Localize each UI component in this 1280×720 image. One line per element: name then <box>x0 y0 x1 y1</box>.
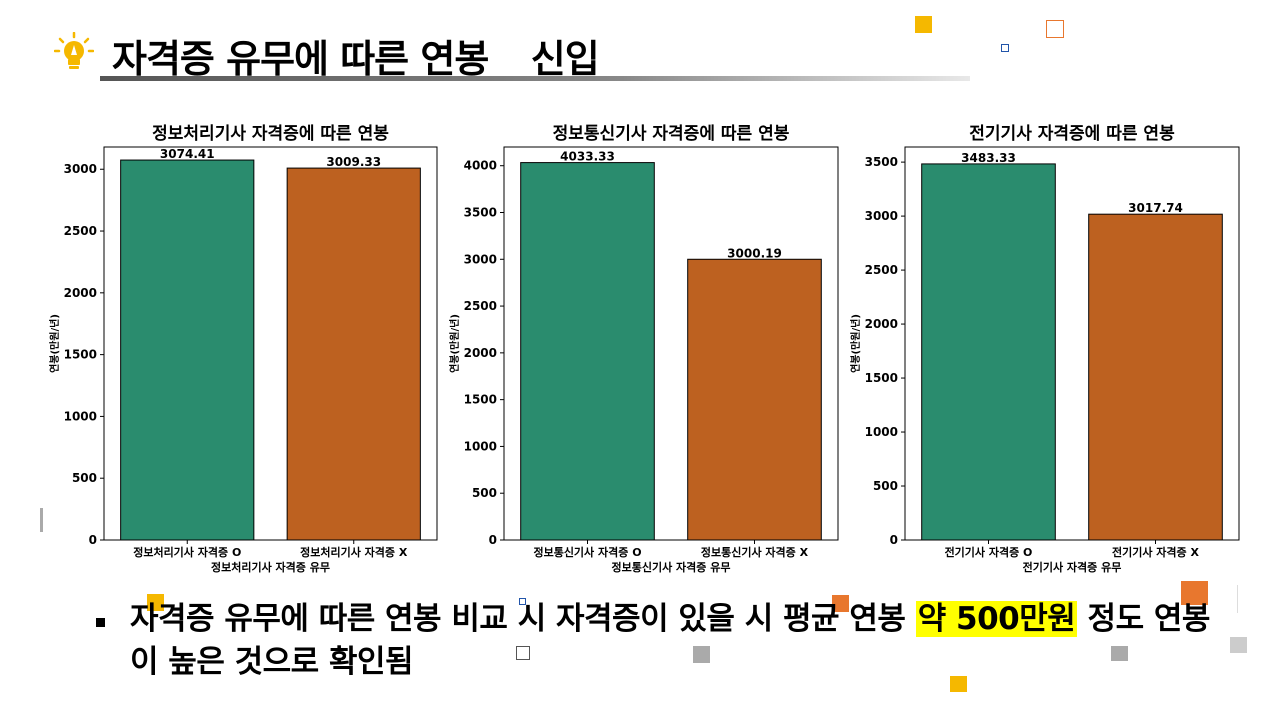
chart-title: 정보통신기사 자격증에 따른 연봉 <box>553 124 790 144</box>
x-tick-label: 전기기사 자격증 X <box>1112 545 1199 559</box>
chart-1: 정보처리기사 자격증에 따른 연봉 3074.41 정보처리기사 자격증 O 3009… <box>48 124 438 574</box>
y-tick-label: 1500 <box>64 348 97 362</box>
y-axis-label: 연봉(만원/년) <box>48 314 61 373</box>
deco-square-outline <box>1001 44 1009 52</box>
y-tick-label: 1500 <box>464 393 497 407</box>
deco-square <box>832 595 849 612</box>
y-tick-label: 0 <box>890 533 898 547</box>
y-tick-label: 3000 <box>64 162 97 176</box>
summary-highlight: 약 500만원 <box>915 601 1078 637</box>
y-tick-label: 500 <box>72 471 97 485</box>
y-tick-label: 3500 <box>464 206 497 220</box>
x-tick-label: 정보통신기사 자격증 O <box>533 545 641 559</box>
deco-square <box>1181 581 1208 605</box>
y-tick-label: 0 <box>489 533 497 547</box>
y-tick-label: 2500 <box>865 263 898 277</box>
summary-text: 자격증 유무에 따른 연봉 비교 시 자격증이 있을 시 평균 연봉 약 500… <box>130 598 1230 684</box>
chart-title: 정보처리기사 자격증에 따른 연봉 <box>152 124 389 144</box>
chart-3: 전기기사 자격증에 따른 연봉 3483.33 전기기사 자격증 O 3017.74 전… <box>849 124 1240 574</box>
bullet-marker <box>96 618 105 627</box>
y-tick-label: 1000 <box>64 409 97 423</box>
y-tick-label: 0 <box>89 533 97 547</box>
lightbulb-icon <box>54 32 94 69</box>
plot-frame <box>904 146 1240 541</box>
y-tick-label: 1500 <box>865 371 898 385</box>
plot-frame <box>103 146 438 541</box>
bar-value-label: 3074.41 <box>160 147 215 161</box>
y-tick-label: 2000 <box>865 317 898 331</box>
deco-square-outline <box>516 646 530 660</box>
deco-square <box>950 676 967 692</box>
bar-value-label: 3483.33 <box>961 151 1016 165</box>
chart-2: 정보통신기사 자격증에 따른 연봉 4033.33 정보통신기사 자격증 O 3000… <box>448 124 839 574</box>
y-tick-label: 3500 <box>865 155 898 169</box>
x-tick-label: 정보통신기사 자격증 X <box>701 545 809 559</box>
y-tick-label: 4000 <box>464 159 497 173</box>
x-tick-label: 전기기사 자격증 O <box>945 545 1033 559</box>
summary-text-part: 정도 연봉이 높은 것으로 확인됨 <box>130 601 1210 680</box>
charts-area: 정보처리기사 자격증에 따른 연봉 3074.41 정보처리기사 자격증 O 3009… <box>48 124 1240 574</box>
deco-bar <box>40 508 43 532</box>
bar <box>120 159 255 541</box>
y-tick-label: 2500 <box>64 224 97 238</box>
bar-value-label: 3000.19 <box>727 246 782 260</box>
y-tick-label: 3000 <box>865 209 898 223</box>
y-tick-label: 2000 <box>64 286 97 300</box>
plot-frame <box>503 146 839 541</box>
bar-value-label: 3017.74 <box>1128 201 1183 215</box>
chart-title: 전기기사 자격증에 따른 연봉 <box>969 124 1175 144</box>
y-tick-label: 1000 <box>865 425 898 439</box>
deco-line <box>1237 585 1238 613</box>
deco-square <box>915 16 932 33</box>
y-axis-label: 연봉(만원/년) <box>448 314 461 373</box>
x-tick-label: 정보처리기사 자격증 X <box>300 545 408 559</box>
y-tick-label: 500 <box>472 486 497 500</box>
y-axis-label: 연봉(만원/년) <box>849 314 862 373</box>
x-tick-label: 정보처리기사 자격증 O <box>133 545 241 559</box>
deco-square <box>1111 646 1128 661</box>
deco-square <box>693 646 710 663</box>
x-axis-label: 정보처리기사 자격증 유무 <box>211 560 330 574</box>
title-underline <box>100 76 970 81</box>
x-axis-label: 정보통신기사 자격증 유무 <box>612 560 731 574</box>
page-title: 자격증 유무에 따른 연봉 _ 신입 <box>112 37 600 81</box>
x-axis-label: 전기기사 자격증 유무 <box>1023 560 1122 574</box>
deco-square-outline <box>1046 20 1064 38</box>
bar <box>520 162 655 541</box>
deco-square-outline <box>519 598 526 605</box>
bar <box>921 163 1056 541</box>
bar-value-label: 4033.33 <box>560 150 615 164</box>
summary-text-part: 자격증 유무에 따른 연봉 비교 시 자격증이 있을 시 평균 연봉 <box>130 601 916 637</box>
deco-square <box>147 594 164 611</box>
deco-square <box>1230 637 1247 653</box>
y-tick-label: 3000 <box>464 252 497 266</box>
y-tick-label: 2000 <box>464 346 497 360</box>
y-tick-label: 500 <box>873 479 898 493</box>
bar <box>286 167 421 541</box>
y-tick-label: 2500 <box>464 299 497 313</box>
y-tick-label: 1000 <box>464 439 497 453</box>
bar <box>1088 213 1223 541</box>
bar-value-label: 3009.33 <box>326 155 381 169</box>
bar <box>687 258 822 541</box>
